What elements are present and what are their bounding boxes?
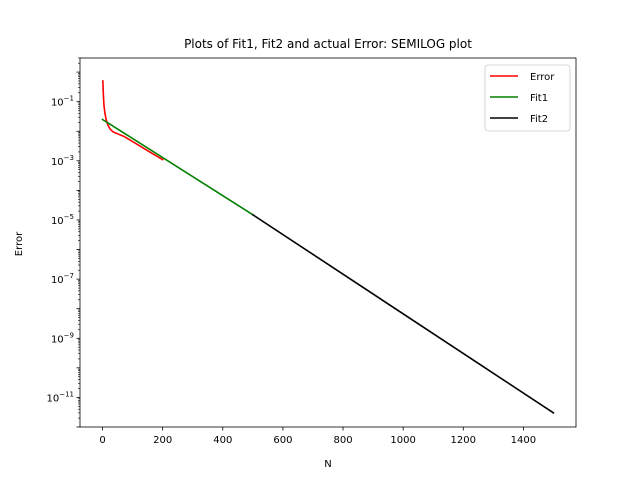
legend-label-fit1: Fit1 [530,93,548,104]
chart-title: Plots of Fit1, Fit2 and actual Error: SE… [184,37,472,51]
x-tick-label: 1000 [390,435,415,446]
plot-lines [101,80,555,414]
x-tick-label: 0 [99,435,105,446]
ticks: 0 200 400 600 800 1000 1200 1400 10−1 10−3 10−5 10−… [46,57,536,446]
y-tick-label: 10−3 [51,154,74,168]
x-tick-label: 200 [153,435,172,446]
y-tick-label: 10−5 [51,213,74,227]
series-line-fit2 [251,213,555,414]
axes-frame [79,57,577,428]
x-tick-label: 800 [333,435,352,446]
x-tick-label: 600 [273,435,292,446]
series-line-fit1 [101,118,254,216]
y-tick-label: 10−11 [46,390,74,404]
series-line-error [102,80,164,161]
legend-label-fit2: Fit2 [530,114,548,125]
y-tick-label: 10−9 [51,331,74,345]
x-tick-label: 1400 [511,435,536,446]
x-tick-label: 1200 [451,435,476,446]
axes [79,57,577,428]
x-tick-label: 400 [213,435,232,446]
legend-label-error: Error [530,72,555,83]
x-axis-label: N [324,459,331,470]
y-axis-label: Error [14,231,25,256]
y-tick-label: 10−7 [51,272,74,286]
legend-box [484,64,571,132]
y-tick-label: 10−1 [51,95,74,109]
legend: Error Fit1 Fit2 [484,64,571,132]
